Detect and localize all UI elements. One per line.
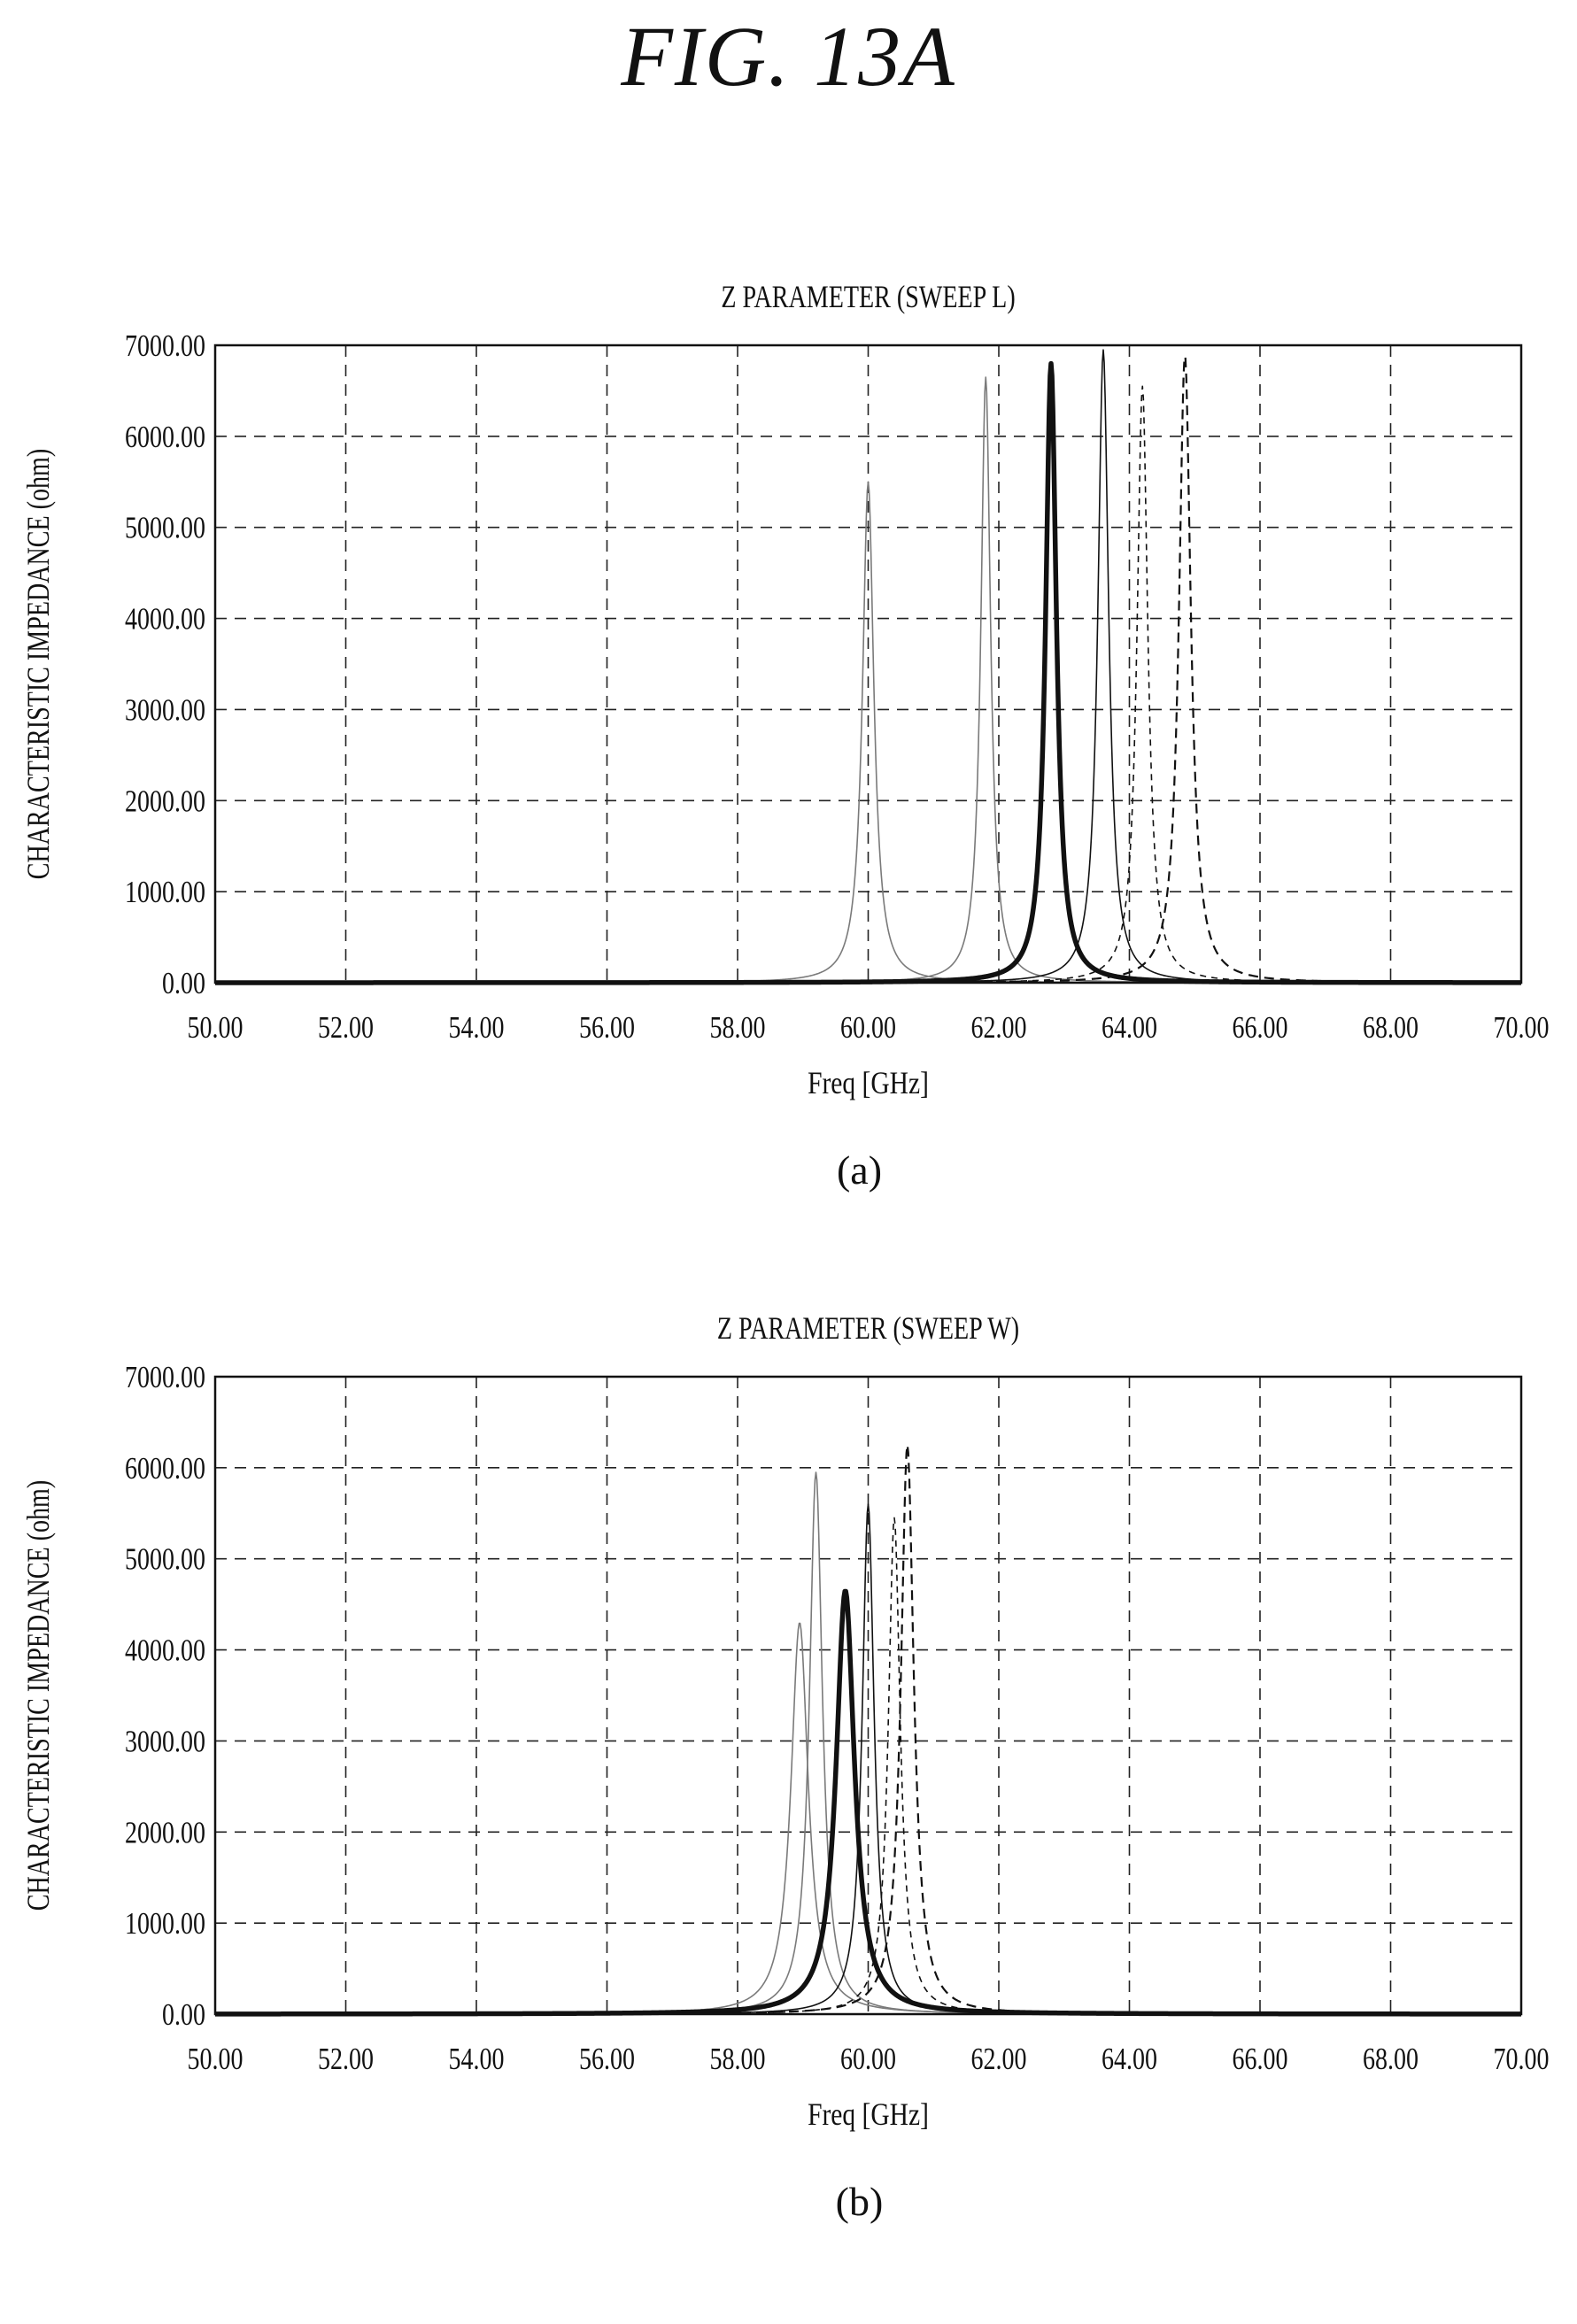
- x-tick-label: 50.00: [188, 1010, 244, 1045]
- figure-title: FIG. 13A: [621, 9, 956, 104]
- chart-sweep-w-svg: Z PARAMETER (SWEEP W) CHARACTERISTIC IMP…: [20, 1310, 1550, 2224]
- y-tick-labels: 0.00 1000.00 2000.00 3000.00 4000.00 5000.00 6…: [125, 1360, 205, 2032]
- y-tick-label: 5000.00: [125, 1542, 205, 1577]
- x-tick-label: 54.00: [449, 2042, 505, 2076]
- chart-sweep-l: Z PARAMETER (SWEEP L) CHARACTERISTIC IMP…: [0, 257, 1577, 1293]
- x-tick-label: 50.00: [188, 2042, 244, 2076]
- x-tick-label: 62.00: [971, 2042, 1027, 2076]
- x-tick-label: 70.00: [1494, 2042, 1550, 2076]
- chart-title: Z PARAMETER (SWEEP L): [721, 279, 1015, 314]
- chart-title: Z PARAMETER (SWEEP W): [717, 1310, 1019, 1346]
- x-tick-label: 66.00: [1233, 1010, 1288, 1045]
- plot-frame: [213, 344, 1523, 984]
- y-tick-label: 4000.00: [125, 1633, 205, 1668]
- y-axis-label: CHARACTERISTIC IMPEDANCE (ohm): [20, 1480, 56, 1911]
- x-tick-label: 70.00: [1494, 1010, 1550, 1045]
- x-tick-labels: 50.00 52.00 54.00 56.00 58.00 60.00 62.00 64.00…: [188, 2042, 1550, 2076]
- x-tick-label: 52.00: [318, 2042, 374, 2076]
- x-axis-label: Freq [GHz]: [808, 1066, 929, 1100]
- series-line-1: [215, 1622, 1521, 2015]
- y-tick-label: 0.00: [162, 966, 205, 1000]
- x-tick-label: 60.00: [840, 2042, 896, 2076]
- x-tick-label: 56.00: [579, 1010, 635, 1045]
- y-tick-label: 1000.00: [125, 875, 205, 909]
- y-tick-label: 6000.00: [125, 1451, 205, 1486]
- grid-lines: [215, 345, 1521, 983]
- x-tick-label: 52.00: [318, 1010, 374, 1045]
- x-tick-labels: 50.00 52.00 54.00 56.00 58.00 60.00 62.00 64.00…: [188, 1010, 1550, 1045]
- x-tick-label: 58.00: [710, 1010, 766, 1045]
- x-tick-label: 68.00: [1363, 2042, 1419, 2076]
- x-tick-label: 64.00: [1102, 1010, 1157, 1045]
- x-tick-label: 62.00: [971, 1010, 1027, 1045]
- chart-sweep-w: Z PARAMETER (SWEEP W) CHARACTERISTIC IMP…: [0, 1288, 1577, 2324]
- x-tick-label: 66.00: [1233, 2042, 1288, 2076]
- y-tick-label: 2000.00: [125, 1815, 205, 1849]
- y-tick-label: 0.00: [162, 1997, 205, 2032]
- x-tick-label: 58.00: [710, 2042, 766, 2076]
- series-line-3: [213, 360, 1523, 985]
- y-tick-label: 3000.00: [125, 693, 205, 728]
- series-line-1: [215, 481, 1521, 984]
- series-line-6: [214, 356, 1522, 984]
- y-tick-label: 1000.00: [125, 1906, 205, 1941]
- y-tick-labels: 0.00 1000.00 2000.00 3000.00 4000.00 5000.00 6…: [125, 328, 205, 1000]
- y-tick-label: 3000.00: [125, 1725, 205, 1759]
- x-tick-label: 60.00: [840, 1010, 896, 1045]
- chart-caption: (a): [837, 1147, 882, 1193]
- plot-frame: [213, 1375, 1523, 2016]
- x-tick-label: 68.00: [1363, 1010, 1419, 1045]
- y-tick-label: 5000.00: [125, 511, 205, 545]
- x-tick-label: 54.00: [449, 1010, 505, 1045]
- y-axis-label: CHARACTERISTIC IMPEDANCE (ohm): [20, 449, 56, 879]
- y-tick-label: 2000.00: [125, 784, 205, 818]
- chart-sweep-l-svg: Z PARAMETER (SWEEP L) CHARACTERISTIC IMP…: [20, 279, 1550, 1193]
- x-tick-label: 64.00: [1102, 2042, 1157, 2076]
- x-axis-label: Freq [GHz]: [808, 2097, 929, 2132]
- y-tick-label: 4000.00: [125, 602, 205, 637]
- y-tick-label: 7000.00: [125, 328, 205, 363]
- chart-caption: (b): [836, 2179, 884, 2224]
- x-tick-label: 56.00: [579, 2042, 635, 2076]
- y-tick-label: 7000.00: [125, 1360, 205, 1394]
- y-tick-label: 6000.00: [125, 420, 205, 454]
